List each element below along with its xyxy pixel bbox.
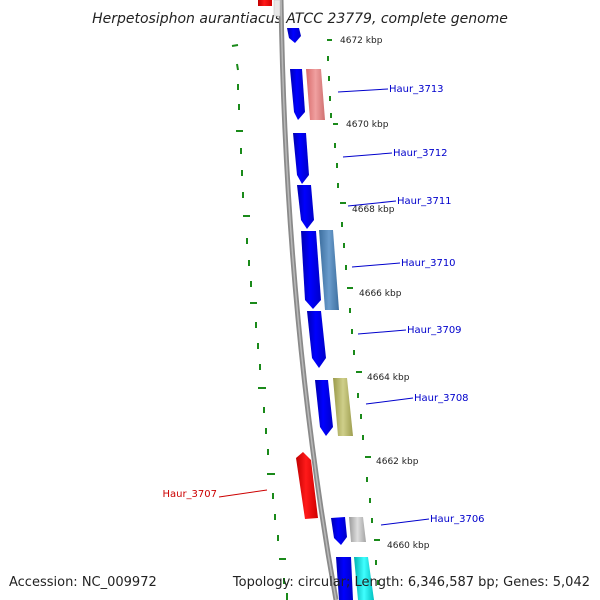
gene-label[interactable]: Haur_3708 [414,393,469,404]
gene-arrow[interactable] [258,0,272,6]
gene-arrow[interactable] [293,133,309,184]
gene-arrow[interactable] [307,311,326,368]
feature-box [354,557,374,600]
gene-label[interactable]: Haur_3711 [397,196,452,207]
kbp-label: 4662 kbp [376,457,419,467]
feature-box [349,517,366,542]
gene-arrow[interactable] [296,452,318,519]
gene-arrow[interactable] [297,185,314,229]
gene-arrow[interactable] [287,28,301,43]
gene-label[interactable]: Haur_3709 [407,325,462,336]
gene-arrow[interactable] [336,557,353,600]
genome-summary-text: Topology: circular; Length: 6,346,587 bp… [232,575,590,590]
position-labels: 4672 kbp 4670 kbp 4668 kbp 4666 kbp 4664… [340,36,430,551]
kbp-label: 4672 kbp [340,36,383,46]
gene-arrow[interactable] [331,517,347,545]
gene-label[interactable]: Haur_3713 [389,84,444,95]
feature-box [333,378,353,436]
inner-tick-ring [327,39,380,585]
accession-text: Accession: NC_009972 [9,575,157,590]
genome-title: Herpetosiphon aurantiacus ATCC 23779, co… [92,11,508,27]
gene-label[interactable]: Haur_3706 [430,514,485,525]
gene-label[interactable]: Haur_3707 [162,489,217,500]
gene-label[interactable]: Haur_3712 [393,148,448,159]
gene-arrow[interactable] [315,380,333,436]
gene-arrow[interactable] [273,0,281,17]
gene-labels: Haur_3713 Haur_3712 Haur_3711 Haur_3710 … [162,84,484,525]
outer-tick-ring [231,44,288,600]
kbp-label: 4664 kbp [367,373,410,383]
kbp-label: 4660 kbp [387,541,430,551]
backbone-highlight [280,0,337,600]
gene-label[interactable]: Haur_3710 [401,258,456,269]
kbp-label: 4666 kbp [359,289,402,299]
feature-box [306,69,325,120]
gene-arrow[interactable] [301,231,321,309]
kbp-label: 4668 kbp [352,205,395,215]
label-leaders [218,88,430,526]
feature-box [319,230,339,310]
gene-arrow[interactable] [290,69,305,120]
kbp-label: 4670 kbp [346,120,389,130]
